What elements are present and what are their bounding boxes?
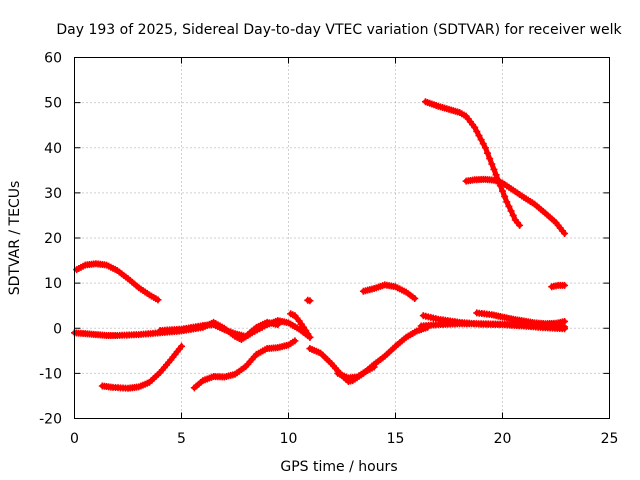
data-point-marker (499, 187, 506, 195)
x-tick-label: 20 (494, 431, 512, 447)
data-point-marker (516, 221, 524, 229)
y-tick-label: 40 (44, 141, 62, 157)
series-arc-16 (304, 296, 314, 305)
data-point-marker (154, 296, 162, 304)
data-point-marker (492, 171, 500, 179)
data-point-marker (473, 128, 481, 136)
x-tick-label: 25 (601, 431, 619, 447)
y-tick-label: 20 (44, 231, 62, 247)
data-point-marker (291, 337, 299, 345)
series-arc-15 (548, 281, 569, 291)
y-tick-label: 50 (44, 96, 62, 112)
series-arc-9 (359, 281, 419, 302)
series-arc-14 (462, 175, 569, 237)
chart-title: Day 193 of 2025, Sidereal Day-to-day VTE… (56, 22, 622, 38)
x-tick-label: 10 (280, 431, 298, 447)
data-point-marker (561, 229, 569, 237)
series-arc-12 (473, 309, 569, 328)
x-tick-label: 5 (177, 431, 186, 447)
data-point-marker (306, 297, 314, 305)
data-point-marker (490, 165, 498, 173)
data-point-marker (370, 363, 378, 371)
series-arc-1 (73, 260, 162, 304)
data-point-marker (488, 160, 496, 168)
y-axis-label: SDTVAR / TECUs (7, 181, 23, 296)
data-point-marker (471, 123, 479, 131)
series-arc-3 (156, 318, 282, 340)
data-point-marker (411, 294, 419, 302)
data-point-marker (479, 140, 487, 148)
series-arc-4 (98, 342, 185, 392)
series-layer (71, 98, 569, 392)
data-point-marker (475, 132, 483, 140)
data-point-marker (484, 149, 492, 157)
data-point-marker (561, 325, 569, 333)
x-axis-label: GPS time / hours (280, 459, 397, 475)
data-point-marker (481, 144, 489, 152)
y-tick-label: 30 (44, 186, 62, 202)
data-point-marker (561, 281, 569, 289)
data-point-marker (507, 207, 515, 215)
data-point-marker (561, 317, 569, 325)
series-arc-8 (334, 363, 378, 382)
data-point-marker (501, 192, 509, 200)
data-point-marker (509, 211, 517, 219)
data-point-marker (477, 136, 485, 144)
y-tick-label: 60 (44, 51, 62, 67)
y-tick-label: -10 (39, 366, 62, 382)
data-point-marker (505, 202, 513, 210)
series-arc-11 (419, 312, 569, 333)
x-tick-label: 0 (70, 431, 79, 447)
plot-frame (74, 57, 610, 419)
data-point-marker (503, 198, 511, 206)
y-tick-label: -20 (39, 412, 62, 428)
series-arc-5 (190, 337, 299, 392)
x-tick-label: 15 (387, 431, 405, 447)
series-arc-6 (287, 310, 314, 341)
data-point-marker (306, 333, 314, 341)
grid-layer (74, 57, 610, 419)
y-tick-label: 10 (44, 276, 62, 292)
data-point-marker (486, 155, 494, 163)
data-point-marker (274, 321, 282, 329)
y-tick-label: 0 (53, 321, 62, 337)
data-point-marker (178, 342, 185, 350)
